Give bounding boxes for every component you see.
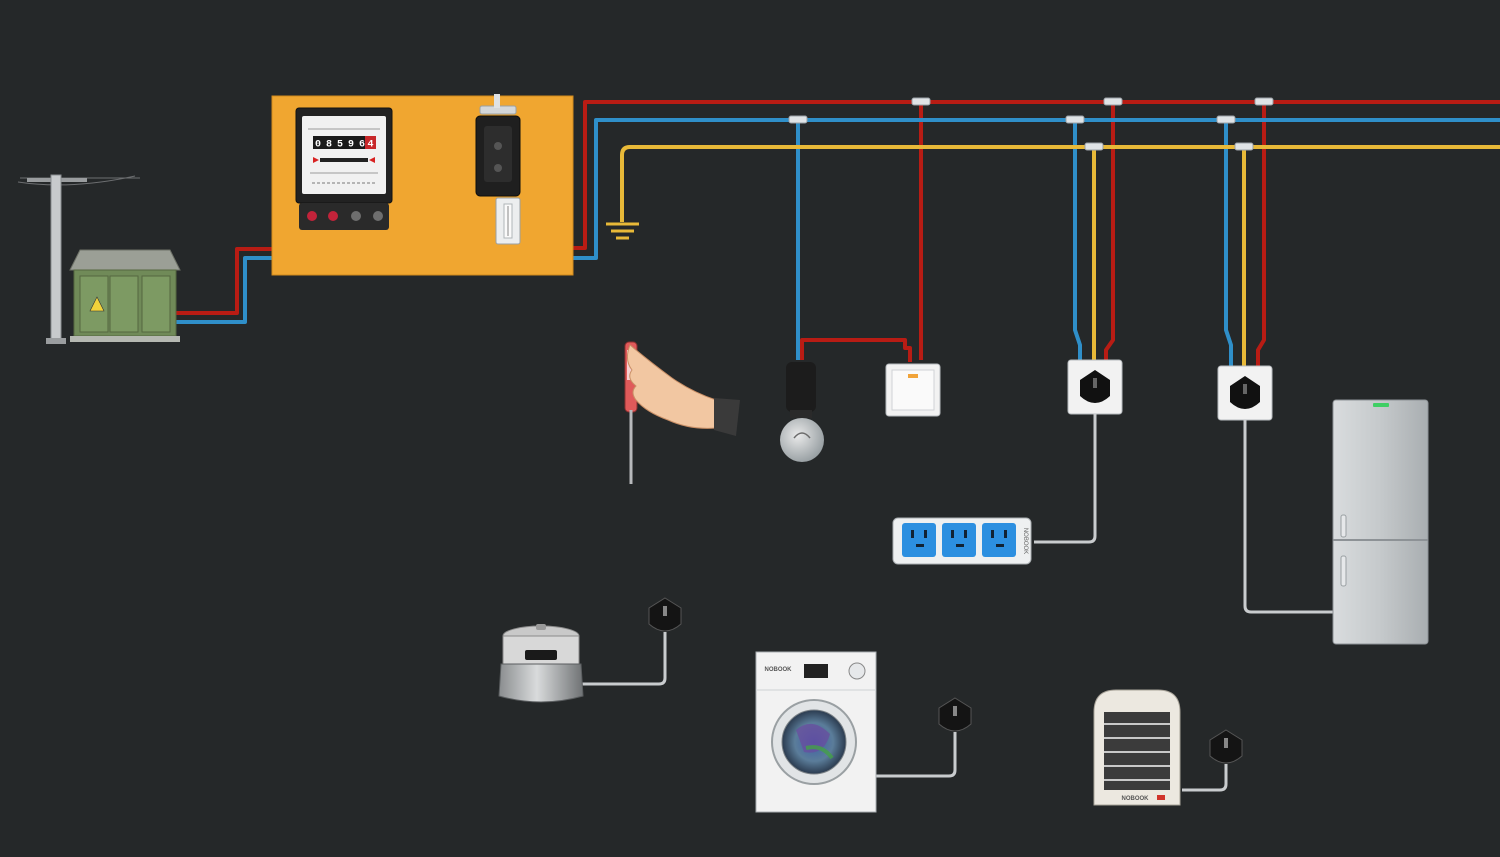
wire-taps: [788, 97, 1274, 151]
heater-brand: NOBOOK: [1122, 796, 1150, 802]
knife-switch-icon: [475, 94, 521, 197]
fuse-icon: [495, 197, 521, 245]
wall-socket-icon: [1217, 365, 1273, 421]
electric-meter-icon: [295, 107, 393, 230]
meter-digit: 0: [315, 140, 321, 151]
power-strip-icon: NOBOOK: [892, 517, 1032, 565]
rice-cooker-icon: [498, 624, 584, 703]
meter-reading: 0 8 5 9 6 4: [315, 136, 376, 151]
light-bulb-icon: [780, 362, 824, 462]
transformer-box-icon: [69, 249, 181, 342]
wall-socket-icon: [1067, 359, 1123, 415]
meter-digit: 5: [337, 140, 343, 151]
hand-icon: [626, 344, 740, 436]
refrigerator-icon: [1332, 399, 1429, 645]
meter-digit: 9: [348, 140, 354, 151]
washing-machine-icon: NOBOOK: [755, 651, 877, 813]
space-heater-icon: NOBOOK: [1093, 689, 1181, 806]
meter-digit: 6: [359, 140, 365, 151]
appliance-cords: [582, 414, 1334, 792]
power-strip-brand: NOBOOK: [1022, 528, 1028, 554]
plug-icon: [938, 697, 972, 732]
plug-icon: [1209, 729, 1243, 764]
ground-symbol-icon: [606, 222, 639, 240]
meter-digit-red: 4: [367, 140, 373, 151]
plug-icon: [648, 597, 682, 632]
wall-switch-icon: [885, 363, 941, 417]
utility-pole-icon: [17, 174, 140, 344]
meter-digit: 8: [326, 140, 332, 151]
washer-brand: NOBOOK: [765, 667, 793, 673]
ground-wire: [620, 145, 1500, 368]
